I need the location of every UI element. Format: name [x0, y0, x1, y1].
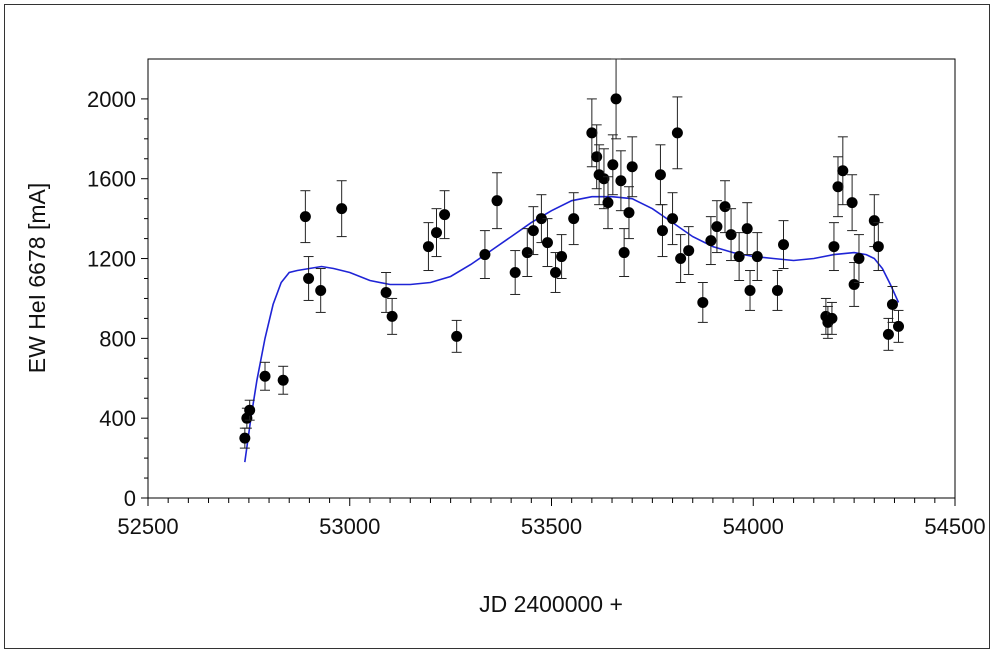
y-tick-label: 400: [99, 406, 136, 431]
y-tick-label: 1600: [87, 167, 136, 192]
data-point: [303, 273, 315, 284]
data-point: [626, 161, 638, 173]
data-point: [439, 209, 451, 221]
data-point: [277, 374, 289, 386]
data-point: [451, 330, 463, 342]
data-point: [602, 197, 614, 209]
data-point: [336, 203, 348, 215]
data-point: [705, 235, 717, 247]
y-tick-label: 1200: [87, 247, 136, 272]
data-point: [683, 245, 695, 257]
data-point: [744, 284, 756, 296]
data-point: [828, 241, 840, 253]
data-point: [607, 159, 619, 171]
data-point: [675, 253, 687, 265]
data-point: [697, 296, 709, 308]
data-point: [886, 298, 898, 310]
data-point: [491, 195, 503, 207]
x-tick-label: 53000: [319, 514, 380, 539]
x-axis-title: JD 2400000 +: [479, 591, 623, 617]
y-tick-label: 0: [124, 486, 136, 511]
data-point: [725, 229, 737, 241]
x-tick-label: 54500: [924, 514, 985, 539]
data-point: [259, 370, 271, 382]
data-point: [535, 213, 547, 225]
data-point: [667, 213, 679, 225]
data-point: [868, 215, 880, 227]
data-point: [610, 93, 622, 105]
data-point: [386, 310, 398, 322]
data-point: [244, 404, 256, 416]
x-axis: 52500 53000 53500 54000 54500: [117, 498, 986, 539]
data-point: [711, 221, 723, 233]
data-point: [541, 237, 553, 249]
data-point: [527, 225, 539, 237]
data-point: [521, 247, 533, 259]
chart-svg: 0 400 800 1200 1600 2000 52500 53000 53500 54000…: [24, 58, 986, 617]
data-point: [623, 207, 635, 219]
data-point: [550, 267, 562, 279]
data-point: [615, 175, 627, 187]
data-point: [380, 286, 392, 298]
data-point: [837, 165, 849, 177]
data-point: [872, 241, 884, 253]
data-point: [882, 328, 894, 340]
y-tick-label: 2000: [87, 87, 136, 112]
data-point: [826, 312, 838, 324]
data-point: [598, 173, 610, 185]
data-point: [853, 253, 865, 265]
data-point: [741, 223, 753, 235]
y-axis: 0 400 800 1200 1600 2000: [87, 87, 148, 511]
x-tick-label: 53500: [521, 514, 582, 539]
data-point: [778, 239, 790, 251]
data-point: [751, 251, 763, 263]
data-point: [431, 227, 443, 239]
data-point: [848, 278, 860, 290]
data-point: [832, 181, 844, 193]
data-point: [422, 241, 434, 253]
data-points-layer: [239, 58, 905, 449]
data-point: [771, 284, 783, 296]
data-point: [893, 320, 905, 332]
data-point: [239, 432, 251, 444]
x-tick-label: 54000: [723, 514, 784, 539]
data-point: [556, 251, 568, 263]
data-point: [299, 211, 311, 223]
data-point: [671, 127, 683, 139]
chart-frame: 0 400 800 1200 1600 2000 52500 53000 53500 54000…: [4, 4, 990, 649]
data-point: [586, 127, 598, 139]
data-point: [656, 225, 668, 237]
data-point: [846, 197, 858, 209]
data-point: [509, 267, 521, 279]
data-point: [733, 251, 745, 263]
data-point: [315, 284, 327, 296]
data-point: [591, 151, 603, 163]
data-point: [479, 249, 491, 261]
y-tick-label: 800: [99, 326, 136, 351]
data-point: [719, 201, 731, 213]
data-point: [654, 169, 666, 181]
plot-area: [147, 58, 956, 499]
data-point: [568, 213, 580, 225]
x-tick-label: 52500: [117, 514, 178, 539]
data-point: [618, 247, 630, 259]
y-axis-title: EW HeI 6678 [mA]: [24, 183, 50, 373]
